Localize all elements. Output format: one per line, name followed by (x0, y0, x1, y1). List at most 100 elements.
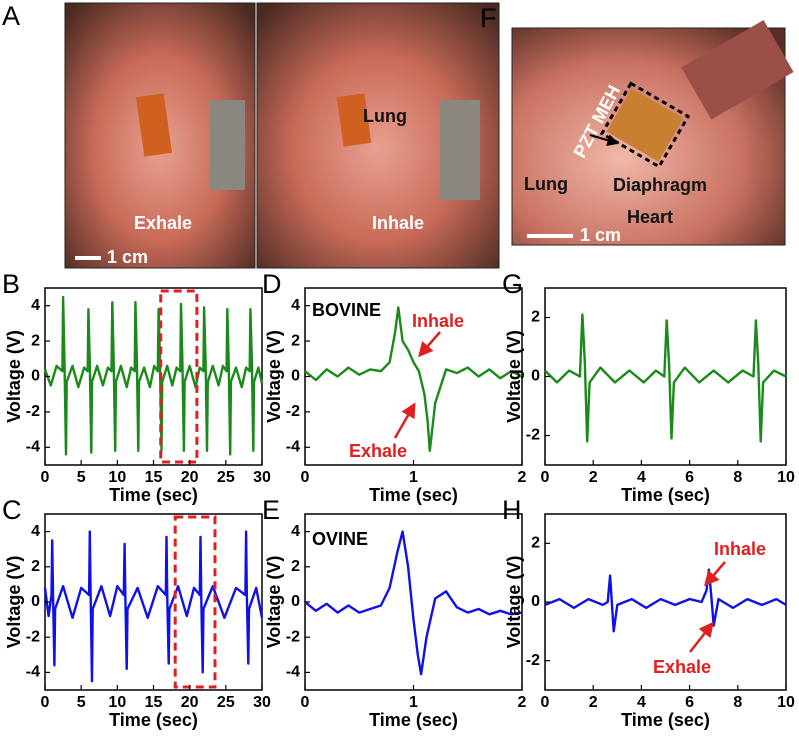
x-tick-label: 5 (77, 694, 86, 711)
x-tick-label: 4 (637, 694, 646, 711)
annotation-arrow (393, 402, 416, 439)
y-tick-label: 4 (31, 297, 40, 314)
panel-label: E (262, 495, 280, 525)
panel-label: F (480, 3, 497, 33)
x-tick-label: 0 (41, 694, 50, 711)
x-tick-label: 10 (777, 694, 795, 711)
x-tick-label: 2 (518, 469, 527, 486)
y-tick-label: 0 (291, 368, 300, 385)
x-tick-label: 30 (253, 694, 271, 711)
x-axis-label: Time (sec) (369, 485, 458, 505)
y-tick-label: 4 (291, 523, 300, 540)
y-tick-label: 0 (291, 593, 300, 610)
plot-frame (304, 287, 523, 466)
y-axis-label: Voltage (V) (4, 330, 24, 423)
x-tick-label: 8 (733, 469, 742, 486)
photo-label: Lung (524, 174, 568, 194)
y-axis-label: Voltage (V) (504, 330, 524, 423)
x-tick-label: 25 (217, 694, 235, 711)
y-tick-label: 2 (31, 558, 40, 575)
x-tick-label: 6 (685, 469, 694, 486)
x-tick-label: 20 (181, 694, 199, 711)
y-tick-label: -4 (26, 439, 40, 456)
x-tick-label: 2 (518, 694, 527, 711)
y-tick-label: -2 (526, 427, 540, 444)
highlight-box (159, 289, 199, 464)
y-tick-label: -4 (286, 439, 300, 456)
x-tick-label: 0 (301, 469, 310, 486)
y-tick-label: -2 (26, 628, 40, 645)
photo-f: PZT MEH Lung Diaphragm Heart 1 cm (511, 20, 794, 246)
annotation-arrow (689, 621, 714, 653)
y-tick-label: 4 (31, 523, 40, 540)
panel-label: A (2, 1, 20, 31)
y-tick-label: -2 (286, 628, 300, 645)
annotation: OVINE (312, 529, 368, 549)
y-tick-label: 2 (531, 309, 540, 326)
annotation: Exhale (349, 441, 407, 461)
y-tick-label: 2 (31, 332, 40, 349)
x-tick-label: 0 (541, 469, 550, 486)
x-tick-label: 30 (253, 469, 271, 486)
y-axis-label: Voltage (V) (264, 556, 284, 649)
y-tick-label: -4 (26, 664, 40, 681)
signal-line (544, 313, 787, 443)
y-tick-label: 0 (531, 593, 540, 610)
y-axis-label: Voltage (V) (4, 556, 24, 649)
signal-line (544, 568, 787, 633)
x-tick-label: 6 (685, 694, 694, 711)
panel-label: C (2, 495, 22, 525)
scale-label: 1 cm (107, 247, 148, 267)
x-tick-label: 2 (589, 469, 598, 486)
annotation: Exhale (653, 657, 711, 677)
signal-line (304, 306, 523, 452)
signal-line (43, 530, 264, 683)
chart: 0 1 2 4 2 0 -2 -4 Time (sec) Voltage (V) E OVINE (262, 495, 527, 730)
x-tick-label: 20 (181, 469, 199, 486)
y-tick-label: -2 (286, 403, 300, 420)
x-axis-label: Time (sec) (109, 485, 198, 505)
x-tick-label: 25 (217, 469, 235, 486)
y-tick-label: 2 (291, 332, 300, 349)
x-axis-label: Time (sec) (621, 710, 710, 730)
x-tick-label: 15 (145, 694, 163, 711)
panel-label: H (502, 495, 522, 525)
y-tick-label: 0 (31, 368, 40, 385)
x-tick-label: 10 (777, 469, 795, 486)
highlight-box (173, 515, 217, 689)
x-tick-label: 8 (733, 694, 742, 711)
x-axis-label: Time (sec) (369, 710, 458, 730)
annotation-arrow (704, 561, 726, 587)
y-tick-label: -2 (526, 652, 540, 669)
annotation: Inhale (714, 539, 766, 559)
x-tick-label: 0 (541, 694, 550, 711)
annotation-arrow (418, 331, 441, 358)
x-tick-label: 4 (637, 469, 646, 486)
y-tick-label: 2 (291, 558, 300, 575)
y-tick-label: 0 (31, 593, 40, 610)
photo-a: Exhale Inhale Lung 1 cm (64, 2, 500, 269)
signal-line (304, 530, 523, 676)
panel-label: G (502, 269, 523, 299)
x-tick-label: 0 (301, 694, 310, 711)
chart: 0 1 2 4 2 0 -2 -4 Time (sec) Voltage (V) D BOVINE In… (262, 269, 527, 505)
plot-frame (304, 513, 523, 691)
x-tick-label: 15 (145, 469, 163, 486)
panel-label: B (2, 269, 20, 299)
annotation: Inhale (412, 311, 464, 331)
x-tick-label: 1 (409, 694, 418, 711)
x-axis-label: Time (sec) (109, 710, 198, 730)
photo-label: Exhale (134, 213, 192, 233)
x-tick-label: 2 (589, 694, 598, 711)
y-tick-label: -4 (286, 664, 300, 681)
y-tick-label: 0 (531, 368, 540, 385)
x-tick-label: 1 (409, 469, 418, 486)
y-tick-label: 4 (291, 297, 300, 314)
y-tick-label: 2 (531, 535, 540, 552)
x-tick-label: 10 (108, 694, 126, 711)
y-axis-label: Voltage (V) (504, 556, 524, 649)
